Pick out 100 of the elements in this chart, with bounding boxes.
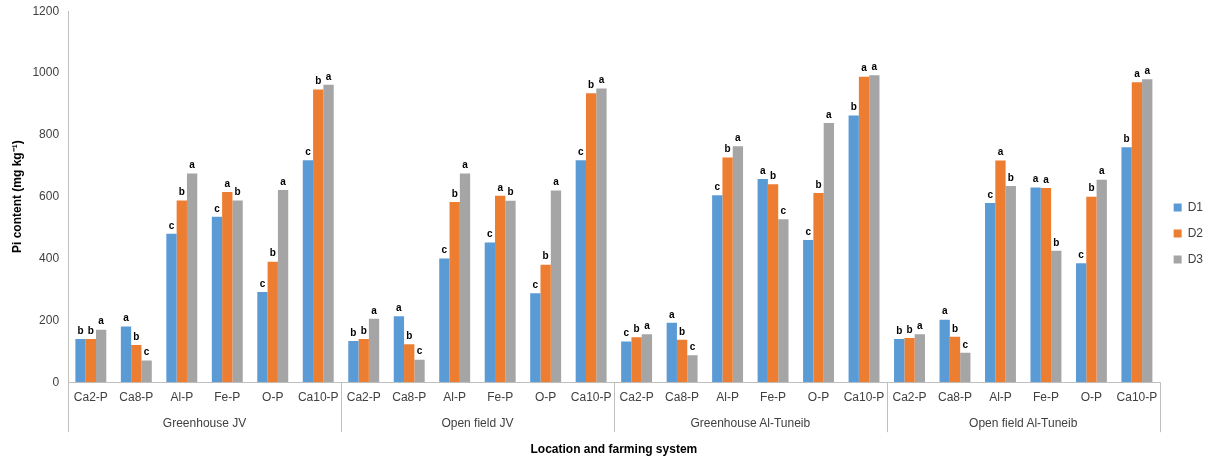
data-label: a bbox=[371, 304, 378, 316]
bar bbox=[995, 160, 1006, 383]
bar bbox=[222, 192, 233, 383]
data-label: b bbox=[1088, 182, 1095, 194]
y-axis-title: Pi content (mg kg⁻¹) bbox=[9, 140, 24, 254]
bar bbox=[596, 88, 607, 383]
bar bbox=[575, 160, 586, 383]
data-label: c bbox=[416, 345, 423, 357]
data-label: b bbox=[269, 247, 276, 259]
bar bbox=[530, 293, 541, 383]
bar bbox=[277, 189, 289, 383]
data-label: a bbox=[1144, 64, 1151, 76]
data-label: c bbox=[780, 205, 787, 217]
bar bbox=[85, 338, 96, 383]
x-tick-label: Al-P bbox=[716, 389, 739, 404]
text: Greenhouse Al-Tuneib bbox=[690, 415, 811, 430]
data-label: b bbox=[770, 170, 777, 182]
bar bbox=[449, 201, 460, 383]
data-label: a bbox=[861, 62, 868, 74]
data-label: b bbox=[77, 324, 84, 336]
x-tick-label: Ca2-P bbox=[619, 389, 654, 404]
data-label: a bbox=[1098, 165, 1105, 177]
y-tick-label: 1000 bbox=[32, 65, 60, 80]
data-label: c bbox=[1078, 248, 1085, 260]
bar bbox=[1096, 179, 1107, 383]
legend-label: D2 bbox=[1187, 225, 1204, 240]
data-label: a bbox=[759, 164, 766, 176]
bar bbox=[757, 179, 768, 383]
bar bbox=[687, 355, 698, 383]
x-tick-label: Al-P bbox=[989, 389, 1012, 404]
data-label: a bbox=[598, 74, 605, 86]
bar bbox=[823, 123, 835, 383]
bar bbox=[1142, 79, 1153, 383]
data-label: b bbox=[406, 329, 413, 341]
bar bbox=[75, 338, 86, 383]
data-label: a bbox=[644, 320, 651, 332]
data-label: c bbox=[578, 145, 585, 157]
bar bbox=[813, 192, 824, 383]
text: Greenhouse JV bbox=[162, 415, 247, 430]
data-label: a bbox=[280, 175, 287, 187]
bar bbox=[904, 337, 915, 383]
data-label: c bbox=[259, 277, 266, 289]
x-tick-label: Ca10-P bbox=[570, 389, 612, 404]
x-tick-label: Ca8-P bbox=[937, 389, 972, 404]
bar bbox=[869, 75, 880, 383]
bar bbox=[348, 341, 359, 383]
bar bbox=[1051, 250, 1062, 383]
data-label: c bbox=[441, 244, 448, 256]
data-label: a bbox=[1134, 68, 1141, 80]
data-label: b bbox=[850, 101, 857, 113]
bar bbox=[131, 345, 142, 383]
data-label: a bbox=[189, 159, 196, 171]
bar bbox=[1005, 185, 1016, 383]
data-label: b bbox=[588, 78, 595, 90]
data-label: c bbox=[714, 180, 721, 192]
bar bbox=[585, 93, 597, 383]
data-label: b bbox=[724, 143, 731, 155]
bar bbox=[939, 319, 950, 383]
bar bbox=[767, 184, 779, 383]
bar bbox=[540, 264, 551, 383]
data-label: c bbox=[168, 219, 175, 231]
bar bbox=[1086, 196, 1097, 383]
bar bbox=[414, 359, 425, 383]
data-label: b bbox=[451, 187, 458, 199]
bar bbox=[176, 200, 187, 383]
bar bbox=[1131, 82, 1143, 383]
data-label: a bbox=[917, 320, 924, 332]
x-tick-label: O-P bbox=[807, 389, 830, 404]
data-label: b bbox=[1123, 132, 1130, 144]
y-tick-label: 800 bbox=[39, 127, 60, 142]
data-label: c bbox=[487, 228, 494, 240]
text: Open field JV bbox=[441, 415, 514, 430]
x-tick-label: Fe-P bbox=[214, 389, 241, 404]
x-axis-title: Location and farming system bbox=[530, 442, 698, 457]
bar bbox=[914, 334, 925, 383]
data-label: b bbox=[1053, 236, 1060, 248]
x-tick-label: Ca2-P bbox=[892, 389, 927, 404]
data-label: b bbox=[87, 324, 94, 336]
bar bbox=[505, 200, 516, 383]
data-label: b bbox=[815, 178, 822, 190]
y-tick-label: 200 bbox=[39, 312, 60, 327]
y-tick-label: 0 bbox=[52, 374, 60, 389]
x-tick-label: O-P bbox=[534, 389, 557, 404]
data-label: a bbox=[123, 312, 130, 324]
bar bbox=[712, 195, 723, 383]
y-tick-label: 1200 bbox=[32, 3, 60, 18]
data-label: a bbox=[462, 159, 469, 171]
bar bbox=[676, 339, 688, 383]
bar bbox=[631, 337, 642, 383]
legend-label: D1 bbox=[1187, 199, 1204, 214]
bar bbox=[211, 216, 223, 383]
x-tick-label: Ca10-P bbox=[1116, 389, 1158, 404]
data-label: b bbox=[234, 186, 241, 198]
data-label: b bbox=[360, 324, 367, 336]
bar bbox=[495, 195, 506, 383]
data-label: c bbox=[962, 338, 969, 350]
data-label: a bbox=[735, 132, 742, 144]
data-label: b bbox=[896, 324, 903, 336]
bar bbox=[95, 329, 107, 383]
x-tick-label: O-P bbox=[262, 389, 284, 404]
